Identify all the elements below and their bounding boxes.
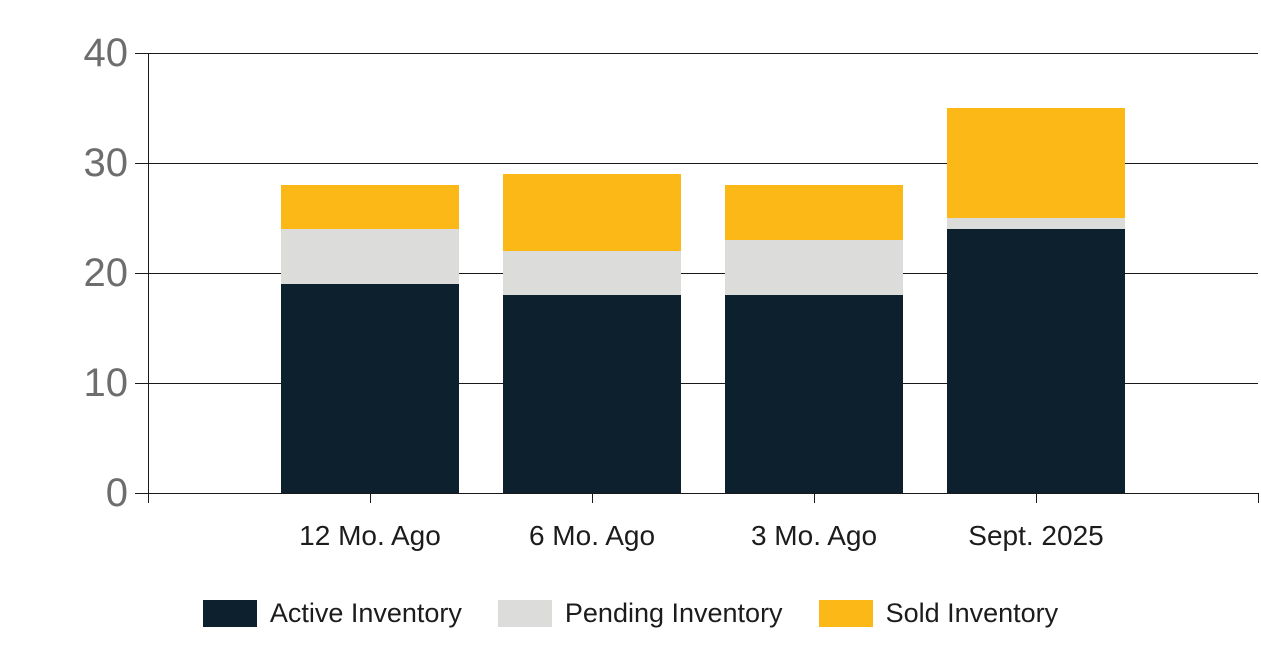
bar-segment-active-inventory <box>503 295 681 493</box>
bar-segment-active-inventory <box>947 229 1125 493</box>
gridline <box>135 163 1258 164</box>
legend-item-active-inventory: Active Inventory <box>202 598 462 629</box>
bar-segment-pending-inventory <box>503 251 681 295</box>
legend-item-pending-inventory: Pending Inventory <box>497 598 783 629</box>
bar-segment-sold-inventory <box>281 185 459 229</box>
x-axis-tick <box>1258 493 1259 503</box>
x-axis-tick <box>814 493 815 503</box>
y-axis-line <box>148 53 149 501</box>
bar-segment-sold-inventory <box>947 108 1125 218</box>
legend: Active Inventory Pending Inventory Sold In… <box>0 598 1261 629</box>
y-tick-label: 30 <box>83 141 129 185</box>
bar-segment-active-inventory <box>281 284 459 493</box>
x-axis-label: 3 Mo. Ago <box>750 520 878 551</box>
y-tick-label: 0 <box>105 471 128 515</box>
y-tick-label: 20 <box>83 251 129 295</box>
x-axis-label: Sept. 2025 <box>968 520 1104 551</box>
legend-label: Sold Inventory <box>885 598 1059 628</box>
bar-segment-pending-inventory <box>947 218 1125 229</box>
x-axis-label: 6 Mo. Ago <box>528 520 656 551</box>
y-tick-label: 10 <box>83 361 129 405</box>
x-axis-tick <box>370 493 371 503</box>
x-axis-label: 12 Mo. Ago <box>299 520 441 551</box>
legend-label: Pending Inventory <box>564 598 783 628</box>
legend-swatch <box>202 600 257 627</box>
legend-label: Active Inventory <box>269 598 462 628</box>
bar-segment-active-inventory <box>725 295 903 493</box>
legend-item-sold-inventory: Sold Inventory <box>818 598 1059 629</box>
gridline <box>135 493 1258 494</box>
x-axis-tick <box>592 493 593 503</box>
bar-segment-pending-inventory <box>725 240 903 295</box>
bar-segment-sold-inventory <box>503 174 681 251</box>
gridline <box>135 273 1258 274</box>
gridline <box>135 53 1258 54</box>
gridline <box>135 383 1258 384</box>
y-tick-label: 40 <box>83 31 129 75</box>
x-axis-tick <box>148 493 149 503</box>
legend-swatch <box>818 600 873 627</box>
x-axis-tick <box>1036 493 1037 503</box>
bar-segment-sold-inventory <box>725 185 903 240</box>
bar-segment-pending-inventory <box>281 229 459 284</box>
legend-swatch <box>497 600 552 627</box>
